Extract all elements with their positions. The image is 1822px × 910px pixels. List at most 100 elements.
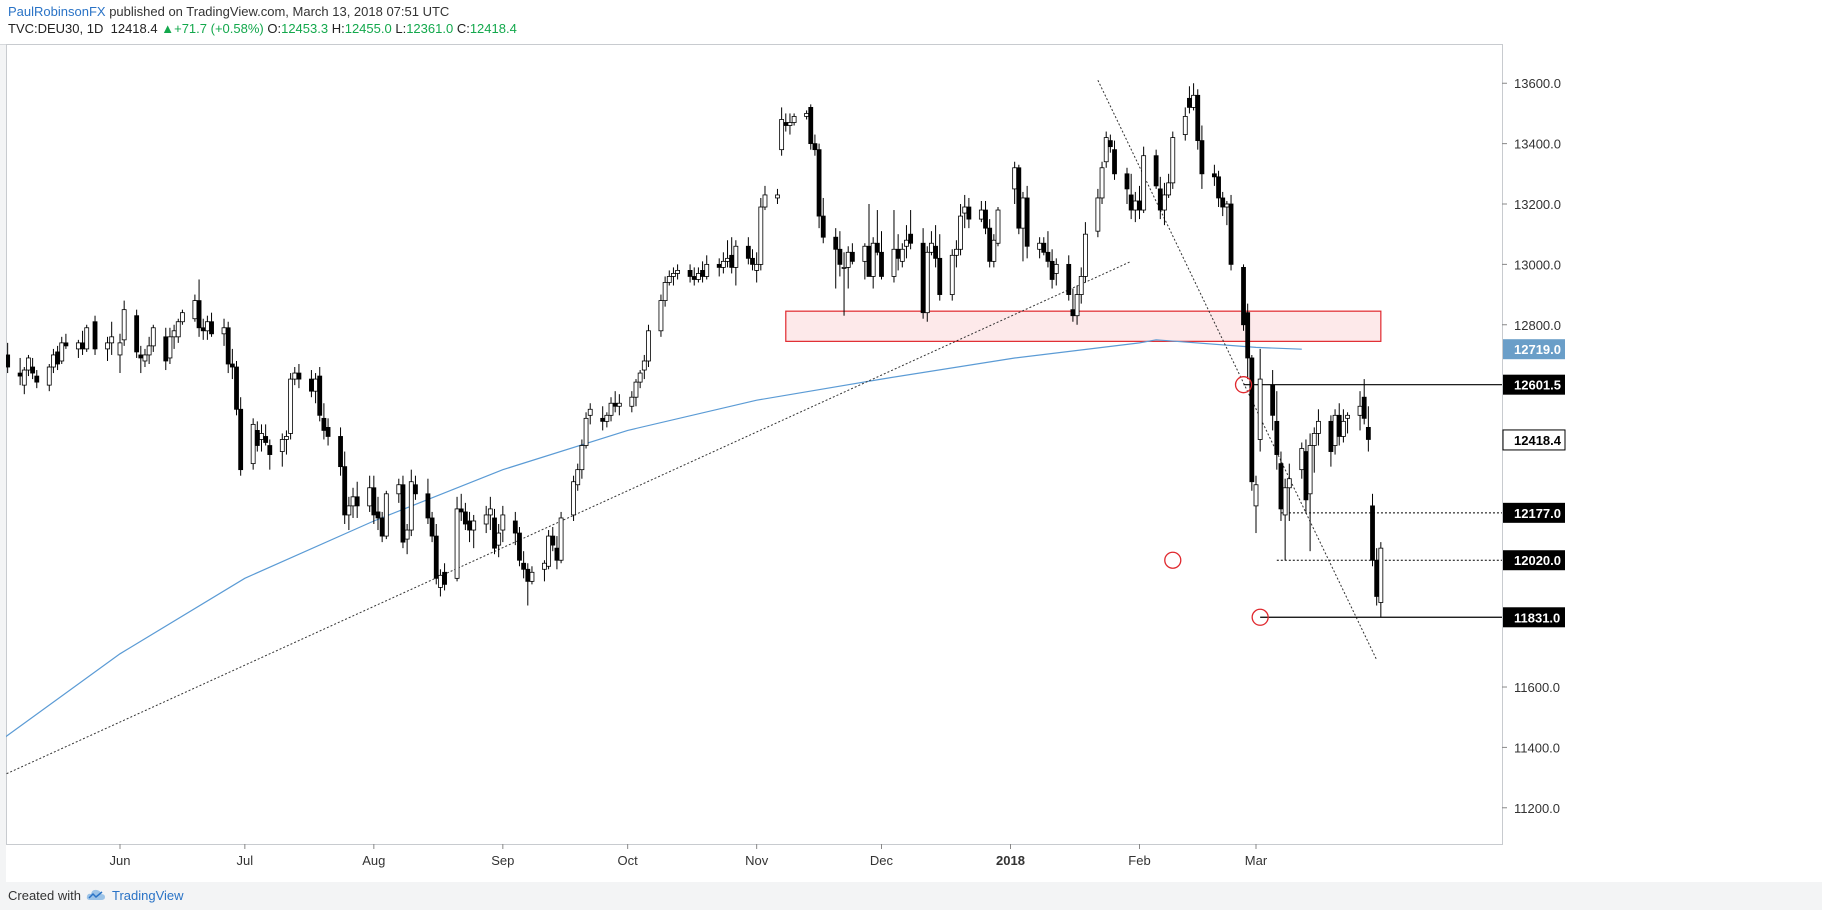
candle[interactable] xyxy=(991,234,997,268)
candle[interactable] xyxy=(1245,303,1251,380)
candle[interactable] xyxy=(1095,188,1101,238)
candle[interactable] xyxy=(225,321,231,374)
candle[interactable] xyxy=(1099,161,1105,204)
candle[interactable] xyxy=(1182,107,1188,141)
candle[interactable] xyxy=(820,197,826,244)
candle[interactable] xyxy=(641,354,647,380)
candle[interactable] xyxy=(175,318,181,343)
candle[interactable] xyxy=(433,524,439,585)
candle[interactable] xyxy=(1045,231,1051,268)
candle[interactable] xyxy=(229,348,235,380)
candle[interactable] xyxy=(134,309,140,358)
candle[interactable] xyxy=(458,493,464,521)
candle[interactable] xyxy=(833,228,839,289)
candle[interactable] xyxy=(425,478,431,524)
candle[interactable] xyxy=(671,267,676,286)
candle[interactable] xyxy=(34,370,40,389)
candle[interactable] xyxy=(180,309,185,325)
candle[interactable] xyxy=(816,143,822,229)
candle[interactable] xyxy=(263,424,269,446)
candle[interactable] xyxy=(267,439,273,470)
candle[interactable] xyxy=(758,197,764,271)
candle[interactable] xyxy=(754,252,760,283)
candle[interactable] xyxy=(1241,264,1246,331)
candle[interactable] xyxy=(550,527,556,552)
candle[interactable] xyxy=(924,246,930,322)
candle[interactable] xyxy=(1066,255,1072,301)
candle[interactable] xyxy=(521,551,527,579)
candle[interactable] xyxy=(63,333,69,349)
candle[interactable] xyxy=(46,364,52,392)
tradingview-brand-link[interactable]: TradingView xyxy=(112,888,184,903)
candle[interactable] xyxy=(1162,182,1167,226)
candle[interactable] xyxy=(1278,451,1284,521)
candle[interactable] xyxy=(1053,258,1059,286)
candle[interactable] xyxy=(662,276,668,307)
candle[interactable] xyxy=(284,430,289,455)
candle[interactable] xyxy=(1228,194,1234,271)
candle[interactable] xyxy=(1378,542,1384,618)
candle[interactable] xyxy=(1103,131,1109,168)
candle[interactable] xyxy=(167,327,173,364)
candle[interactable] xyxy=(1316,409,1321,446)
candle[interactable] xyxy=(117,333,123,374)
candle[interactable] xyxy=(1016,164,1022,235)
candle[interactable] xyxy=(891,210,897,283)
candle[interactable] xyxy=(1270,370,1276,431)
candle[interactable] xyxy=(1257,348,1263,452)
candle[interactable] xyxy=(933,225,938,268)
candle[interactable] xyxy=(958,204,963,256)
candle[interactable] xyxy=(146,336,152,364)
candle[interactable] xyxy=(1199,125,1205,189)
candle[interactable] xyxy=(512,511,518,546)
candle[interactable] xyxy=(371,475,377,524)
candle[interactable] xyxy=(375,496,381,531)
candle[interactable] xyxy=(1124,167,1130,204)
candle[interactable] xyxy=(604,412,610,428)
candle[interactable] xyxy=(762,185,768,211)
candle[interactable] xyxy=(529,566,535,585)
candle[interactable] xyxy=(21,367,27,395)
candle[interactable] xyxy=(808,104,814,150)
candle[interactable] xyxy=(400,475,406,549)
candle[interactable] xyxy=(837,231,843,277)
candle[interactable] xyxy=(296,364,302,389)
candle[interactable] xyxy=(1253,475,1259,534)
candle[interactable] xyxy=(1074,285,1080,325)
candle[interactable] xyxy=(1141,146,1147,214)
candle[interactable] xyxy=(1041,237,1047,256)
candle[interactable] xyxy=(1274,391,1280,470)
candle[interactable] xyxy=(608,397,614,422)
candle[interactable] xyxy=(325,418,331,446)
candle[interactable] xyxy=(105,336,110,361)
candle[interactable] xyxy=(408,469,414,537)
candle[interactable] xyxy=(1307,433,1313,552)
candle[interactable] xyxy=(733,240,739,286)
candle[interactable] xyxy=(487,496,493,531)
candle[interactable] xyxy=(404,524,410,555)
candle[interactable] xyxy=(1286,463,1292,521)
candle[interactable] xyxy=(879,231,884,280)
candle[interactable] xyxy=(209,312,214,337)
candle[interactable] xyxy=(238,397,244,476)
candle[interactable] xyxy=(583,412,589,449)
candle[interactable] xyxy=(1220,191,1226,217)
candle[interactable] xyxy=(84,324,90,352)
candle[interactable] xyxy=(546,530,552,570)
candle[interactable] xyxy=(704,255,710,280)
candle[interactable] xyxy=(616,394,622,416)
candle[interactable] xyxy=(1370,493,1375,567)
candle[interactable] xyxy=(870,237,876,289)
candle[interactable] xyxy=(59,336,65,364)
candle[interactable] xyxy=(234,360,239,416)
candle[interactable] xyxy=(745,237,751,265)
candle[interactable] xyxy=(666,270,672,286)
candle[interactable] xyxy=(812,134,818,156)
marked-pivot-circle[interactable] xyxy=(1234,376,1253,394)
candle[interactable] xyxy=(1170,131,1176,189)
candle[interactable] xyxy=(1340,409,1346,443)
candle[interactable] xyxy=(354,481,360,518)
candlestick-chart[interactable]: 13600.0 13400.0 13200.0 13000.0 12800.0 11600… xyxy=(0,44,1822,882)
candle[interactable] xyxy=(142,348,148,368)
candle[interactable] xyxy=(908,210,914,250)
